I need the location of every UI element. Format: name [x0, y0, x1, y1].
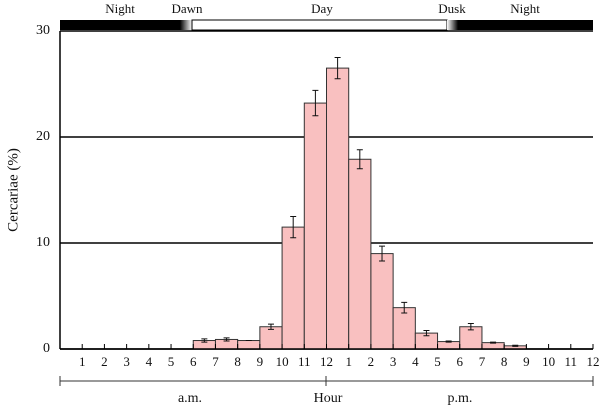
bar	[370, 253, 394, 350]
x-tick-label: 3	[123, 354, 130, 369]
error-bar	[512, 344, 519, 347]
error-bar	[467, 323, 474, 331]
x-tick-label: 2	[101, 354, 108, 369]
x-tick-label: 1	[79, 354, 86, 369]
x-tick-label: 6	[457, 354, 464, 369]
bar	[281, 226, 305, 350]
phase-label: Night	[105, 1, 135, 16]
bar	[303, 102, 327, 350]
bar	[348, 158, 372, 350]
x-tick-label: 12	[587, 354, 600, 369]
y-axis-label: Cercariae (%)	[5, 148, 21, 232]
x-tick-label: 12	[320, 354, 333, 369]
error-bar	[401, 301, 408, 314]
x-tick-label: 10	[542, 354, 555, 369]
bar	[326, 67, 350, 350]
error-bar	[201, 338, 208, 343]
day-night-band	[60, 19, 593, 31]
phase-label: Dusk	[438, 1, 466, 16]
x-tick-label: 7	[479, 354, 486, 369]
x-tick-label: 1	[345, 354, 352, 369]
x-tick-label: 8	[234, 354, 241, 369]
error-bar	[334, 57, 341, 80]
y-tick-label: 0	[43, 341, 50, 356]
error-bar	[356, 149, 363, 170]
x-tick-label: 7	[212, 354, 219, 369]
x-tick-label: 11	[565, 354, 578, 369]
phase-label: Day	[311, 1, 333, 16]
x-tick-label: 10	[276, 354, 289, 369]
error-bar	[379, 245, 386, 262]
x-tick-label: 9	[523, 354, 530, 369]
y-tick-label: 10	[36, 235, 50, 250]
error-bar	[312, 89, 319, 117]
period-label: p.m.	[448, 391, 473, 406]
hour-bracket	[59, 376, 594, 386]
error-bar	[290, 216, 297, 239]
x-tick-label: 4	[146, 354, 153, 369]
y-tick-label: 30	[36, 23, 50, 38]
x-tick-label: 3	[390, 354, 397, 369]
error-bar	[223, 337, 230, 342]
bar	[237, 340, 261, 350]
error-bar	[267, 323, 274, 330]
bar	[259, 326, 283, 350]
y-tick-label: 20	[36, 129, 50, 144]
error-bar	[445, 340, 452, 343]
bar	[392, 307, 416, 350]
bar	[437, 341, 461, 350]
x-tick-label: 2	[368, 354, 375, 369]
x-tick-label: 11	[298, 354, 311, 369]
x-tick-label: 5	[168, 354, 175, 369]
period-label: a.m.	[178, 391, 202, 406]
x-tick-label: 8	[501, 354, 508, 369]
x-axis-label: Hour	[314, 391, 343, 406]
error-bar	[423, 329, 430, 337]
x-tick-label: 4	[412, 354, 419, 369]
x-tick-label: 9	[257, 354, 264, 369]
error-bar	[490, 341, 497, 344]
phase-label: Night	[510, 1, 540, 16]
phase-label: Dawn	[171, 1, 203, 16]
x-tick-label: 6	[190, 354, 197, 369]
x-tick-label: 5	[434, 354, 441, 369]
